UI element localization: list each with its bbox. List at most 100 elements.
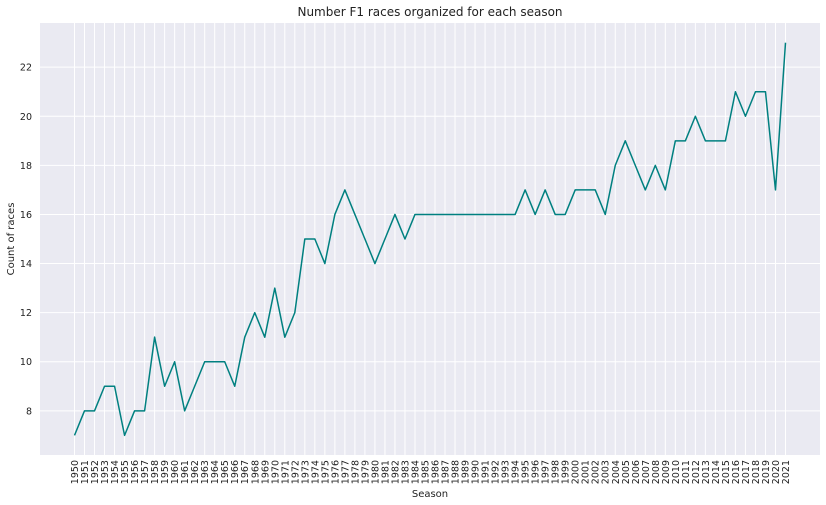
data-point [103,385,106,388]
x-tick-label: 1975 [320,460,331,484]
x-tick-label: 1980 [370,460,381,484]
x-tick-label: 2006 [631,460,642,484]
data-point [83,409,86,412]
data-point [694,115,697,118]
data-point [524,188,527,191]
data-point [534,213,537,216]
data-point [474,213,477,216]
data-point [113,385,116,388]
data-point [143,409,146,412]
x-tick-label: 1984 [410,460,421,484]
plot-area [40,23,820,455]
x-tick-label: 2012 [691,460,702,484]
y-tick-label: 22 [20,63,32,74]
y-tick-label: 8 [26,406,32,417]
data-point [434,213,437,216]
data-point [413,213,416,216]
y-tick-label: 16 [20,210,32,221]
data-point [193,385,196,388]
series-line [73,42,787,437]
data-point [353,213,356,216]
data-point [774,188,777,191]
x-tick-label: 2003 [601,460,612,484]
series-layer [73,41,787,437]
x-tick-label: 2007 [641,460,652,484]
data-point [704,139,707,142]
data-point [343,188,346,191]
y-tick-label: 18 [20,161,32,172]
data-point [674,139,677,142]
chart-title: Number F1 races organized for each seaso… [297,5,562,19]
x-tick-label: 2016 [731,460,742,484]
data-point [383,238,386,241]
x-tick-label: 1965 [220,460,231,484]
data-point [403,238,406,241]
x-tick-label: 1955 [120,460,131,484]
x-tick-label: 1950 [70,460,81,484]
x-tick-label: 1956 [130,460,141,484]
data-point [293,311,296,314]
data-point [544,188,547,191]
data-point [223,360,226,363]
x-tick-label: 1963 [200,460,211,484]
x-tick-label: 1991 [481,460,492,484]
x-tick-label: 1993 [501,460,512,484]
data-point [784,41,787,44]
x-tick-label: 1953 [100,460,111,484]
data-point [333,213,336,216]
x-tick-label: 1973 [300,460,311,484]
y-tick-label: 14 [20,259,32,270]
data-point [744,115,747,118]
data-point [564,213,567,216]
data-point [213,360,216,363]
x-tick-label: 1974 [310,460,321,484]
data-point [504,213,507,216]
x-tick-label: 1968 [250,460,261,484]
x-tick-label: 1988 [451,460,462,484]
data-point [263,336,266,339]
data-point [594,188,597,191]
x-tick-label: 2008 [651,460,662,484]
x-tick-label: 1967 [240,460,251,484]
data-point [73,434,76,437]
x-tick-label: 1998 [551,460,562,484]
data-point [153,336,156,339]
data-point [133,409,136,412]
data-point [714,139,717,142]
y-tick-label: 10 [20,357,32,368]
y-tick-label: 12 [20,308,32,319]
x-tick-label: 2013 [701,460,712,484]
x-tick-label: 1995 [521,460,532,484]
x-tick-label: 1951 [80,460,91,484]
x-tick-label: 1982 [390,460,401,484]
data-point [614,164,617,167]
x-tick-label: 2000 [571,460,582,484]
x-axis-label: Season [412,489,448,500]
x-tick-label: 1996 [531,460,542,484]
x-tick-labels: 1950 1951 1952 1953 1954 1955 1956 1957 1958 1959… [70,460,792,484]
data-point [484,213,487,216]
data-point [764,90,767,93]
data-point [93,409,96,412]
data-point [253,311,256,314]
data-point [584,188,587,191]
data-point [203,360,206,363]
data-point [554,213,557,216]
data-point [243,336,246,339]
x-tick-label: 2014 [711,460,722,484]
data-point [734,90,737,93]
x-tick-label: 1959 [160,460,171,484]
data-point [313,238,316,241]
x-tick-label: 1997 [541,460,552,484]
x-tick-label: 2001 [581,460,592,484]
data-point [323,262,326,265]
x-tick-label: 1970 [270,460,281,484]
data-point [363,238,366,241]
x-tick-label: 2002 [591,460,602,484]
x-tick-label: 1985 [420,460,431,484]
x-tick-label: 1986 [431,460,442,484]
data-point [644,188,647,191]
x-tick-label: 1992 [491,460,502,484]
x-tick-label: 2010 [671,460,682,484]
x-tick-label: 2004 [611,460,622,484]
